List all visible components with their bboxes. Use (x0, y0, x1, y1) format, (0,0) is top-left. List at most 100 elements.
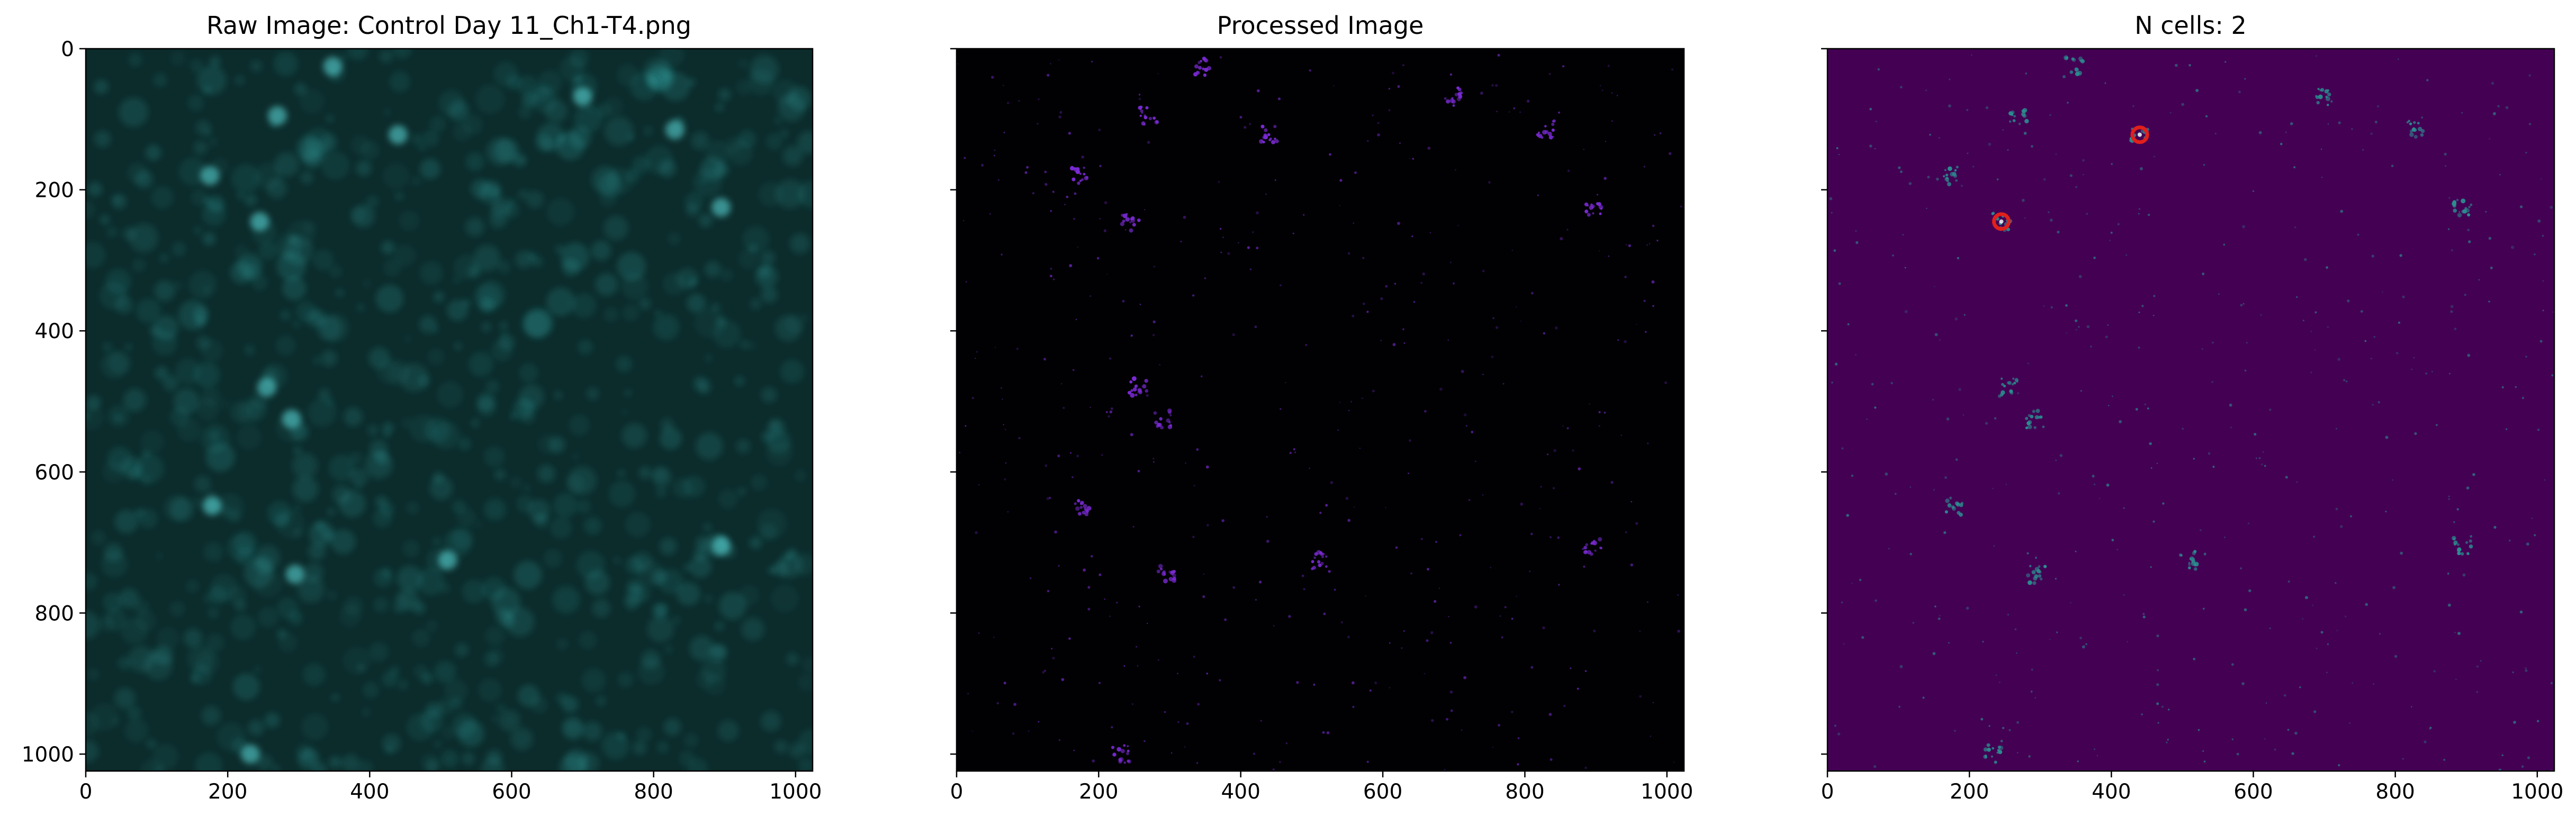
texture-speck-cell-count (2528, 74, 2531, 77)
texture-speck-cell-count (2269, 627, 2271, 629)
texture-speck-processed (1560, 237, 1563, 240)
texture-speck-cell-count (2326, 672, 2328, 673)
texture-speck-cell-count (2534, 253, 2536, 256)
texture-speck-processed (1397, 85, 1400, 88)
texture-speck-cell-count (2299, 686, 2301, 688)
texture-speck-cell-count (2070, 602, 2071, 604)
texture-speck-processed (1491, 355, 1494, 358)
texture-speck-raw (573, 104, 603, 133)
texture-speck-raw (86, 405, 104, 430)
texture-speck-cell-count (2097, 755, 2098, 756)
texture-speck-raw (244, 559, 273, 588)
texture-speck-cell-count (1837, 732, 1841, 736)
texture-speck-cell-count (2203, 164, 2205, 166)
texture-speck-cell-count (2426, 79, 2429, 81)
texture-speck-raw (569, 49, 589, 68)
texture-speck-cell-count (2212, 341, 2214, 344)
texture-speck-cell-count (2231, 738, 2234, 740)
texture-speck-cell-count (2457, 632, 2461, 636)
texture-speck-raw (761, 286, 778, 303)
texture-speck-raw (708, 644, 727, 663)
texture-speck-processed (1143, 740, 1146, 742)
texture-speck-raw (429, 476, 453, 500)
texture-speck-raw (208, 137, 218, 147)
texture-speck-cell-count (2450, 305, 2454, 309)
texture-speck-raw (292, 321, 300, 329)
texture-speck-raw (117, 656, 131, 670)
bright-spot-processed (1153, 408, 1173, 430)
texture-speck-cell-count (2256, 457, 2257, 459)
texture-speck-raw (715, 103, 724, 112)
texture-speck-raw (684, 192, 704, 211)
texture-speck-raw (741, 618, 765, 641)
texture-speck-processed (1251, 231, 1254, 233)
texture-speck-cell-count (1943, 531, 1947, 534)
texture-speck-cell-count (2223, 243, 2226, 246)
texture-speck-raw (163, 375, 179, 391)
texture-speck-processed (1380, 339, 1382, 341)
texture-speck-raw (586, 387, 599, 401)
bright-spot-raw (282, 409, 301, 429)
texture-speck-cell-count (2336, 630, 2338, 631)
texture-speck-cell-count (2090, 346, 2092, 348)
texture-speck-raw (622, 304, 640, 321)
texture-speck-cell-count (2478, 279, 2480, 281)
y-tick-label: 200 (35, 179, 74, 203)
texture-speck-processed (1362, 257, 1365, 259)
texture-speck-cell-count (1859, 578, 1862, 582)
texture-speck-cell-count (2141, 713, 2143, 715)
texture-speck-processed (1539, 507, 1541, 509)
texture-speck-raw (434, 661, 456, 683)
texture-speck-processed (1057, 454, 1060, 458)
texture-speck-processed (1329, 153, 1331, 156)
x-axis-processed: 0 200 400 600 800 1000 (950, 771, 1693, 804)
texture-speck-raw (202, 232, 216, 246)
texture-speck-cell-count (2066, 332, 2067, 334)
texture-speck-cell-count (2488, 300, 2490, 303)
texture-speck-raw (392, 594, 411, 613)
texture-speck-processed (1073, 217, 1076, 220)
texture-speck-raw (780, 359, 804, 384)
texture-speck-cell-count (2373, 336, 2376, 338)
texture-speck-cell-count (2499, 174, 2501, 176)
texture-speck-cell-count (1982, 641, 1984, 643)
texture-speck-raw (373, 568, 393, 587)
texture-speck-cell-count (2370, 132, 2373, 135)
texture-speck-cell-count (1980, 718, 1984, 721)
texture-speck-processed (1516, 595, 1517, 597)
texture-speck-processed (1408, 473, 1409, 475)
texture-speck-cell-count (2153, 295, 2156, 297)
texture-speck-processed (1449, 261, 1452, 264)
texture-speck-cell-count (2447, 573, 2449, 575)
texture-speck-processed (1463, 413, 1467, 416)
texture-speck-raw (546, 198, 574, 226)
texture-speck-processed (1101, 454, 1103, 456)
texture-speck-processed (1566, 427, 1569, 430)
texture-speck-cell-count (1834, 724, 1836, 727)
texture-speck-processed (1361, 397, 1363, 400)
texture-speck-processed (1656, 239, 1659, 242)
texture-speck-raw (326, 398, 334, 406)
texture-speck-cell-count (2456, 508, 2459, 511)
texture-speck-processed (1347, 519, 1350, 522)
texture-speck-cell-count (2031, 668, 2033, 671)
texture-speck-raw (231, 164, 260, 193)
texture-speck-processed (1061, 383, 1062, 385)
texture-speck-processed (1038, 721, 1040, 723)
texture-speck-processed (1643, 300, 1646, 302)
texture-speck-cell-count (1994, 417, 1997, 420)
texture-speck-processed (1106, 273, 1108, 275)
texture-speck-processed (1305, 343, 1308, 346)
texture-speck-processed (1413, 301, 1416, 303)
texture-speck-cell-count (2092, 475, 2095, 478)
texture-speck-cell-count (2480, 660, 2482, 662)
texture-speck-raw (645, 61, 674, 90)
texture-speck-cell-count (2310, 330, 2312, 332)
texture-speck-raw (475, 84, 505, 114)
texture-speck-processed (1058, 59, 1060, 61)
texture-speck-raw (373, 597, 389, 613)
texture-speck-processed (1359, 447, 1361, 449)
texture-speck-raw (491, 340, 513, 361)
texture-speck-raw (121, 617, 148, 645)
texture-speck-cell-count (2261, 463, 2263, 466)
